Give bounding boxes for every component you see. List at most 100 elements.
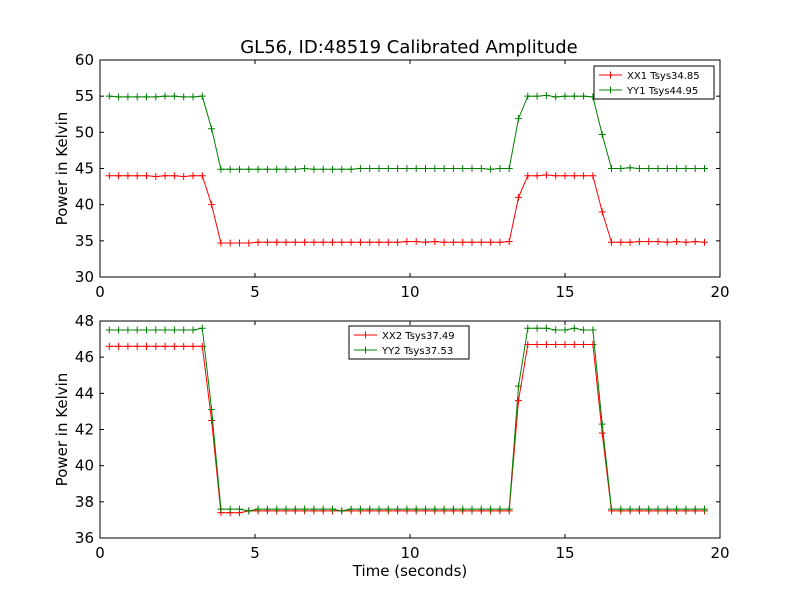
data-point-marker [180, 93, 188, 101]
x-tick-label: 20 [710, 544, 729, 562]
legend-box [593, 65, 715, 100]
legend-marker [607, 71, 614, 79]
data-point-marker [301, 165, 309, 172]
data-point-marker [338, 238, 346, 246]
data-point-marker [598, 420, 606, 428]
data-point-marker [412, 165, 420, 172]
legend-label: YY2 Tsys37.53 [381, 346, 453, 357]
data-point-marker [245, 165, 253, 173]
y-tick-label: 36 [75, 529, 94, 547]
data-point-marker [161, 326, 169, 334]
data-point-marker [524, 172, 532, 180]
data-point-marker [152, 326, 160, 334]
legend-marker [607, 86, 614, 94]
legend-marker [362, 331, 369, 339]
data-point-marker [366, 238, 374, 246]
data-point-marker [329, 165, 336, 173]
data-point-marker [422, 238, 429, 246]
data-point-marker [384, 505, 392, 513]
data-point-marker [403, 165, 411, 172]
y-tick-label: 45 [75, 160, 94, 178]
data-point-marker [654, 238, 662, 246]
data-point-marker [524, 92, 532, 100]
data-point-marker [515, 115, 522, 123]
series-1 [105, 171, 708, 247]
data-point-marker [542, 91, 550, 99]
data-point-marker [170, 92, 178, 100]
data-point-marker [422, 165, 429, 172]
data-point-marker [301, 238, 309, 246]
y-tick-label: 50 [75, 123, 94, 141]
data-point-marker [440, 165, 448, 172]
data-point-marker [217, 239, 225, 247]
data-point-marker [319, 165, 327, 173]
data-point-marker [226, 165, 234, 173]
data-point-marker [105, 326, 113, 334]
data-point-marker [682, 505, 690, 513]
x-tick-label: 5 [250, 544, 260, 562]
data-point-marker [580, 92, 588, 100]
data-point-marker [608, 505, 615, 513]
data-point-marker [189, 93, 197, 101]
data-point-marker [691, 165, 699, 172]
data-point-marker [440, 505, 448, 513]
data-point-marker [329, 238, 336, 246]
data-point-marker [133, 326, 141, 334]
data-point-marker [663, 165, 671, 172]
data-point-marker [505, 238, 513, 246]
bottom-panel: 0 5 10 15 20 36 38 40 42 44 46 48 Power in Kelvin Tim… [53, 312, 730, 580]
y-tick-label: 30 [75, 268, 94, 286]
data-point-marker [282, 505, 290, 513]
data-point-marker [682, 165, 690, 172]
legend-label: YY1 Tsys44.95 [626, 86, 698, 97]
x-tick-label: 0 [95, 283, 105, 301]
data-point-marker [143, 342, 150, 350]
data-point-marker [524, 324, 532, 332]
data-point-marker [152, 93, 160, 101]
data-point-marker [115, 93, 123, 101]
data-point-marker [468, 165, 476, 172]
chart-title: GL56, ID:48519 Calibrated Amplitude [240, 37, 578, 58]
data-point-marker [338, 507, 346, 515]
data-point-marker [245, 239, 253, 247]
y-tick-label: 40 [75, 196, 94, 214]
data-point-marker [310, 505, 318, 513]
data-point-marker [412, 238, 420, 246]
legend: XX2 Tsys37.49 YY2 Tsys37.53 [348, 325, 470, 360]
data-point-marker [115, 172, 123, 180]
data-point-marker [459, 238, 467, 246]
x-tick-label: 20 [710, 283, 729, 301]
data-point-marker [198, 172, 206, 180]
x-tick-label: 10 [400, 283, 419, 301]
data-point-marker [515, 193, 522, 201]
data-point-marker [542, 171, 550, 179]
legend-label: XX1 Tsys34.85 [627, 71, 700, 82]
y-tick-label: 42 [75, 421, 94, 439]
data-point-marker [263, 165, 271, 173]
data-point-marker [701, 238, 708, 246]
data-point-marker [663, 238, 671, 246]
data-point-marker [245, 507, 253, 515]
y-tick-label: 60 [75, 51, 94, 69]
x-tick-label: 15 [555, 283, 574, 301]
data-point-marker [319, 505, 327, 513]
data-point-marker [291, 165, 299, 173]
data-point-marker [598, 131, 606, 139]
data-point-marker [254, 238, 262, 246]
data-point-marker [412, 505, 420, 513]
data-point-marker [394, 238, 402, 246]
data-point-marker [291, 505, 299, 513]
data-point-marker [682, 238, 690, 246]
data-point-marker [449, 238, 457, 246]
data-point-marker [198, 324, 206, 332]
data-point-marker [449, 165, 457, 172]
data-point-marker [282, 165, 290, 173]
data-point-marker [505, 165, 513, 172]
legend-label: XX2 Tsys37.49 [382, 331, 455, 342]
data-point-marker [338, 165, 346, 173]
data-point-marker [356, 238, 364, 246]
data-point-marker [366, 505, 374, 513]
data-point-marker [273, 505, 281, 513]
data-point-marker [152, 342, 160, 350]
data-point-marker [701, 165, 708, 172]
